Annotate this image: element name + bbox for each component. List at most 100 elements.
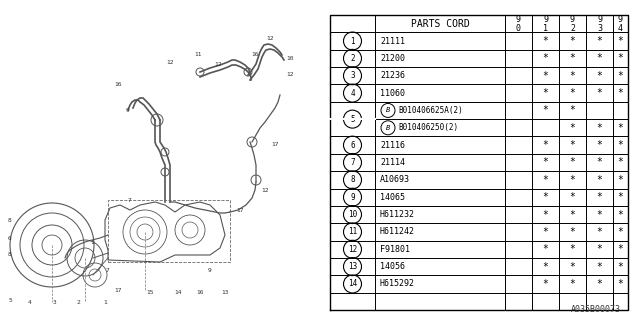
Text: 7: 7 [128, 197, 132, 203]
Text: *: * [596, 157, 602, 167]
Text: *: * [570, 227, 575, 237]
Text: *: * [596, 71, 602, 81]
Text: *: * [543, 157, 548, 167]
Text: *: * [618, 88, 623, 98]
Text: 12: 12 [214, 62, 221, 68]
Text: *: * [543, 192, 548, 202]
Text: *: * [618, 175, 623, 185]
Text: *: * [596, 244, 602, 254]
Text: A10693: A10693 [380, 175, 410, 184]
Text: *: * [543, 140, 548, 150]
Text: B010406625A(2): B010406625A(2) [398, 106, 463, 115]
Text: 12: 12 [286, 73, 294, 77]
Text: 7: 7 [106, 268, 110, 273]
Text: *: * [570, 192, 575, 202]
Text: 9
2: 9 2 [570, 15, 575, 33]
Text: *: * [618, 279, 623, 289]
Text: 21111: 21111 [380, 36, 405, 45]
Text: 21236: 21236 [380, 71, 405, 80]
Text: 12: 12 [166, 60, 173, 65]
Text: 9: 9 [350, 193, 355, 202]
Text: *: * [618, 36, 623, 46]
Text: *: * [543, 227, 548, 237]
Text: *: * [543, 106, 548, 116]
Text: 5: 5 [350, 115, 355, 124]
Text: *: * [570, 175, 575, 185]
Text: 10: 10 [348, 210, 357, 219]
Text: 5: 5 [8, 298, 12, 302]
Text: 9
0: 9 0 [516, 15, 521, 33]
Text: *: * [543, 279, 548, 289]
Text: *: * [543, 262, 548, 272]
Text: *: * [596, 192, 602, 202]
Text: 16: 16 [196, 290, 204, 294]
Text: *: * [570, 71, 575, 81]
Text: *: * [570, 210, 575, 220]
Text: *: * [596, 279, 602, 289]
Text: *: * [570, 140, 575, 150]
Text: 8: 8 [8, 252, 12, 258]
Text: *: * [596, 175, 602, 185]
Text: *: * [570, 88, 575, 98]
Text: *: * [596, 53, 602, 63]
Text: 11: 11 [195, 52, 202, 58]
Text: *: * [543, 36, 548, 46]
Text: *: * [596, 36, 602, 46]
Text: *: * [618, 123, 623, 133]
Text: 1: 1 [90, 239, 94, 244]
Text: *: * [618, 53, 623, 63]
Text: 6: 6 [8, 236, 12, 241]
Text: 13: 13 [221, 290, 228, 294]
Text: 21114: 21114 [380, 158, 405, 167]
Text: *: * [596, 227, 602, 237]
Text: *: * [618, 71, 623, 81]
Text: 1: 1 [103, 300, 107, 305]
Text: *: * [596, 123, 602, 133]
Text: *: * [570, 36, 575, 46]
Text: 3: 3 [53, 300, 57, 305]
Text: 2: 2 [350, 54, 355, 63]
Text: 14056: 14056 [380, 262, 405, 271]
Text: 8: 8 [8, 218, 12, 222]
Text: 13: 13 [348, 262, 357, 271]
Text: 14065: 14065 [380, 193, 405, 202]
Text: *: * [618, 157, 623, 167]
Text: 21116: 21116 [380, 141, 405, 150]
Text: *: * [543, 175, 548, 185]
Text: *: * [618, 140, 623, 150]
Text: *: * [543, 71, 548, 81]
Text: PARTS CORD: PARTS CORD [411, 19, 469, 29]
Text: *: * [570, 262, 575, 272]
Text: 7: 7 [350, 158, 355, 167]
Text: B: B [386, 108, 390, 114]
Text: H611242: H611242 [380, 228, 415, 236]
Text: 16: 16 [115, 83, 122, 87]
Text: B010406250(2): B010406250(2) [398, 123, 458, 132]
Text: *: * [618, 244, 623, 254]
Text: *: * [543, 88, 548, 98]
Text: 21200: 21200 [380, 54, 405, 63]
Text: 17: 17 [115, 287, 122, 292]
Text: 17: 17 [236, 207, 244, 212]
Text: 8: 8 [350, 175, 355, 184]
Text: 12: 12 [266, 36, 274, 41]
Text: *: * [543, 210, 548, 220]
Text: 9
4: 9 4 [618, 15, 623, 33]
Text: *: * [618, 210, 623, 220]
Text: 4: 4 [28, 300, 32, 305]
Text: 6: 6 [350, 141, 355, 150]
Text: *: * [596, 140, 602, 150]
Text: F91801: F91801 [380, 245, 410, 254]
Text: 12: 12 [348, 245, 357, 254]
Text: *: * [596, 262, 602, 272]
Text: *: * [570, 279, 575, 289]
Text: 11: 11 [348, 228, 357, 236]
Text: 4: 4 [350, 89, 355, 98]
Text: 17: 17 [271, 142, 279, 148]
Text: *: * [618, 262, 623, 272]
Text: *: * [570, 53, 575, 63]
Text: 14: 14 [174, 290, 182, 294]
Text: H615292: H615292 [380, 279, 415, 288]
Text: 15: 15 [147, 290, 154, 294]
Text: 9: 9 [126, 108, 130, 113]
